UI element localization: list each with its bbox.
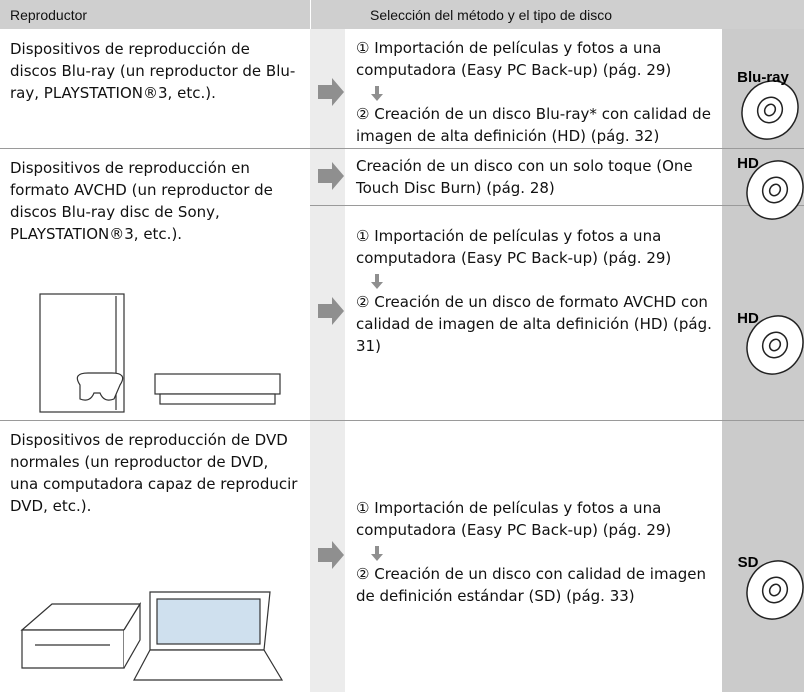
player-text: Dispositivos de reproducción en formato … [10, 159, 273, 243]
header-player: Reproductor [10, 7, 88, 23]
step: ① Importación de películas y fotos a una… [356, 39, 672, 79]
arrow [318, 541, 344, 569]
step: ② Creación de un disco de formato AVCHD … [356, 293, 712, 355]
header-divider [310, 0, 311, 29]
step: ② Creación de un disco con calidad de im… [356, 565, 707, 605]
header-bar [0, 0, 804, 29]
down-arrow [371, 86, 383, 101]
arrow-column [310, 29, 345, 692]
disc-label: HD [737, 310, 759, 327]
player-text: Dispositivos de reproducción de DVD norm… [10, 431, 298, 515]
arrow [318, 297, 344, 325]
row-line [0, 148, 804, 149]
down-arrow [371, 274, 383, 289]
disc-label: Blu-ray [737, 69, 789, 86]
step: ② Creación de un disco Blu-ray* con cali… [356, 105, 711, 145]
player-text: Dispositivos de reproducción de discos B… [10, 40, 296, 102]
step: ① Importación de películas y fotos a una… [356, 227, 672, 267]
arrow [318, 162, 344, 190]
disc-label: HD [737, 155, 759, 172]
disc-label: SD [738, 554, 759, 571]
dvd-illustration [20, 591, 284, 681]
down-arrow [371, 546, 383, 561]
row-line [0, 420, 804, 421]
step: Creación de un disco con un solo toque (… [356, 157, 693, 197]
step: ① Importación de películas y fotos a una… [356, 499, 672, 539]
row-line [310, 205, 804, 206]
console-illustration [39, 293, 281, 413]
header-method: Selección del método y el tipo de disco [370, 7, 613, 23]
arrow [318, 78, 344, 106]
